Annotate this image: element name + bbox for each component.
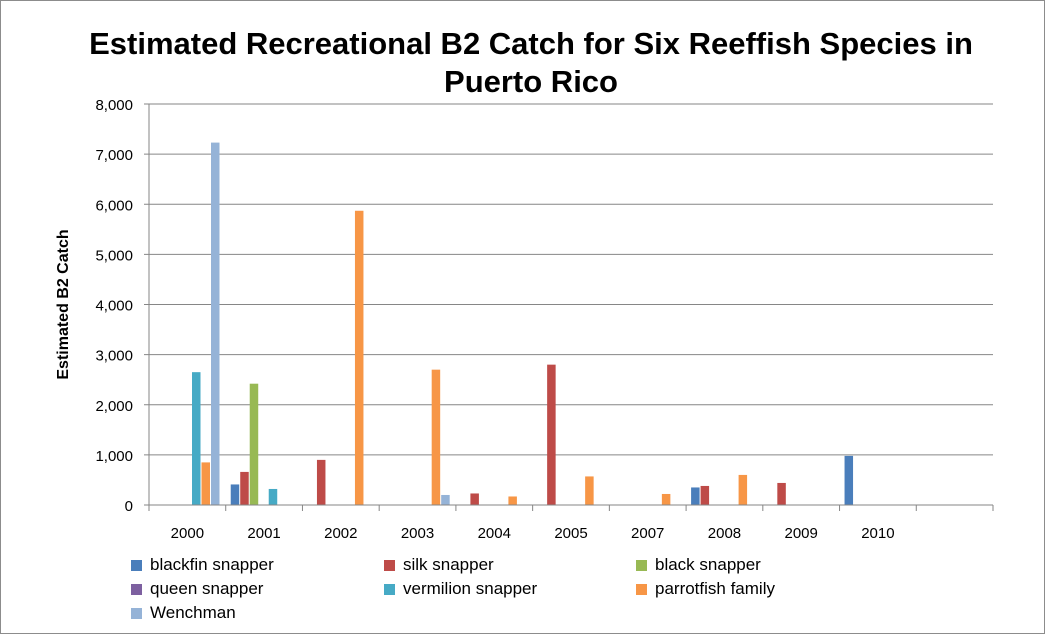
bar-wenchman [211, 142, 220, 505]
x-tick-label: 2003 [401, 525, 434, 542]
legend-item: blackfin snapper [131, 554, 274, 576]
bar-parrotfish-family [201, 462, 210, 505]
y-tick-label: 2,000 [95, 398, 133, 415]
x-tick-label: 2004 [478, 525, 511, 542]
bar-parrotfish-family [661, 493, 671, 505]
legend-swatch [384, 560, 395, 571]
x-tick-label: 2008 [708, 525, 741, 542]
legend-item: black snapper [636, 554, 761, 576]
bar-silk-snapper [547, 364, 556, 505]
legend-label: queen snapper [150, 579, 264, 598]
x-tick-label: 2010 [861, 525, 894, 542]
x-tick-label: 2009 [784, 525, 817, 542]
x-tick-label: 2005 [554, 525, 587, 542]
legend-swatch [131, 560, 142, 571]
bar-parrotfish-family [508, 496, 517, 505]
bar-parrotfish-family [585, 476, 594, 505]
y-tick-label: 3,000 [95, 348, 133, 365]
legend-swatch [384, 584, 395, 595]
legend-label: parrotfish family [655, 579, 775, 598]
legend-label: blackfin snapper [150, 555, 274, 574]
legend-item: parrotfish family [636, 578, 775, 600]
bar-blackfin-snapper [230, 484, 240, 505]
bar-wenchman [441, 494, 450, 505]
bar-vermilion-snapper [192, 372, 201, 505]
x-tick-label: 2002 [324, 525, 357, 542]
bar-blackfin-snapper [844, 455, 854, 505]
bar-silk-snapper [700, 485, 710, 505]
bar-silk-snapper [777, 482, 786, 505]
legend-label: Wenchman [150, 603, 236, 622]
legend-label: silk snapper [403, 555, 494, 574]
x-tick-label: 2000 [171, 525, 204, 542]
bar-silk-snapper [470, 493, 479, 505]
x-tick-label: 2001 [247, 525, 280, 542]
legend-label: vermilion snapper [403, 579, 538, 598]
chart-title: Estimated Recreational B2 Catch for Six … [89, 26, 973, 99]
bar-silk-snapper [316, 459, 326, 505]
legend-item: vermilion snapper [384, 578, 537, 600]
legend-swatch [636, 584, 647, 595]
legend-swatch [131, 608, 142, 619]
bar-parrotfish-family [431, 369, 441, 505]
y-tick-label: 4,000 [95, 298, 133, 315]
bar-blackfin-snapper [691, 487, 700, 505]
y-tick-label: 6,000 [95, 197, 133, 214]
y-axis-title: Estimated B2 Catch [55, 229, 72, 379]
y-tick-label: 8,000 [95, 97, 133, 114]
y-tick-label: 0 [125, 498, 133, 515]
legend-label: black snapper [655, 555, 761, 574]
legend-item: silk snapper [384, 554, 494, 576]
y-tick-label: 7,000 [95, 147, 133, 164]
y-tick-label: 5,000 [95, 247, 133, 264]
bar-parrotfish-family [738, 474, 748, 505]
y-tick-label: 1,000 [95, 448, 133, 465]
x-tick-label: 2007 [631, 525, 664, 542]
bar-vermilion-snapper [268, 488, 278, 505]
bar-silk-snapper [240, 471, 249, 505]
bar-parrotfish-family [354, 210, 364, 506]
legend-swatch [636, 560, 647, 571]
legend-item: queen snapper [131, 578, 263, 600]
bar-black-snapper [249, 383, 259, 505]
legend-item: Wenchman [131, 602, 236, 624]
legend-swatch [131, 584, 142, 595]
